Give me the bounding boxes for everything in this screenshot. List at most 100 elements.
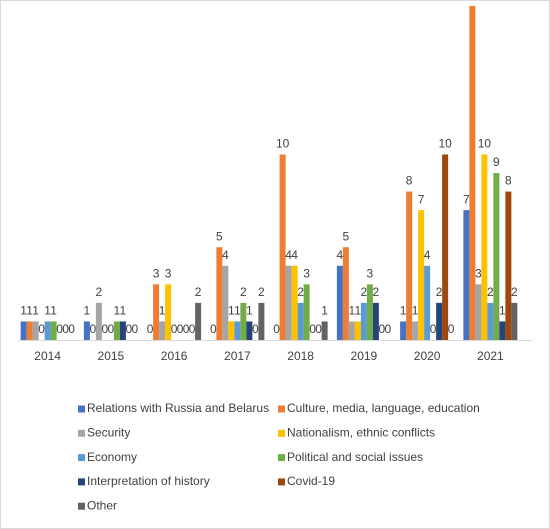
data-label: 0 bbox=[126, 322, 133, 336]
data-label: 0 bbox=[379, 322, 386, 336]
data-label: 2 bbox=[487, 285, 494, 299]
x-tick-label: 2015 bbox=[98, 349, 125, 363]
bar bbox=[119, 321, 126, 340]
data-label: 0 bbox=[385, 322, 392, 336]
legend-label: Security bbox=[87, 425, 130, 439]
bar bbox=[95, 302, 102, 340]
bar bbox=[372, 302, 379, 340]
data-label: 0 bbox=[273, 322, 280, 336]
x-tick-label: 2020 bbox=[414, 349, 441, 363]
data-label: 1 bbox=[355, 304, 362, 318]
legend-swatch bbox=[278, 454, 285, 462]
data-label: 2 bbox=[361, 285, 368, 299]
data-label: 0 bbox=[252, 322, 259, 336]
legend-label: Relations with Russia and Belarus bbox=[87, 401, 269, 415]
bar bbox=[303, 284, 310, 340]
data-label: 2 bbox=[96, 285, 103, 299]
data-label: 3 bbox=[475, 267, 482, 281]
data-label: 5 bbox=[216, 229, 223, 243]
data-label: 0 bbox=[68, 322, 75, 336]
bar bbox=[469, 6, 476, 340]
data-label: 1 bbox=[20, 304, 27, 318]
legend-swatch bbox=[78, 502, 85, 510]
bar bbox=[463, 210, 470, 340]
bar bbox=[493, 173, 500, 340]
data-label: 1 bbox=[321, 304, 328, 318]
data-label: 0 bbox=[210, 322, 217, 336]
data-label: 4 bbox=[337, 248, 344, 262]
legend-swatch bbox=[78, 454, 85, 462]
bar bbox=[481, 154, 488, 340]
data-label: 0 bbox=[189, 322, 196, 336]
data-label: 1 bbox=[120, 304, 127, 318]
data-label: 4 bbox=[424, 248, 431, 262]
bar bbox=[195, 302, 202, 340]
legend-swatch bbox=[278, 405, 285, 413]
legend-label: Economy bbox=[87, 450, 137, 464]
data-label: 0 bbox=[315, 322, 322, 336]
data-label: 0 bbox=[171, 322, 178, 336]
data-label: 1 bbox=[84, 304, 91, 318]
legend-label: Nationalism, ethnic conflicts bbox=[287, 425, 435, 439]
data-label: 4 bbox=[291, 248, 298, 262]
legend-label: Interpretation of history bbox=[87, 474, 210, 488]
bar bbox=[285, 265, 292, 340]
data-label: 1 bbox=[349, 304, 356, 318]
bar bbox=[348, 321, 355, 340]
data-label: 0 bbox=[62, 322, 69, 336]
data-label: 1 bbox=[412, 304, 419, 318]
data-label: 0 bbox=[56, 322, 63, 336]
data-label: 4 bbox=[285, 248, 292, 262]
bar bbox=[418, 210, 425, 340]
bar bbox=[505, 191, 512, 340]
data-label: 1 bbox=[400, 304, 407, 318]
legend-label: Culture, media, language, education bbox=[287, 401, 480, 415]
data-label: 8 bbox=[505, 174, 512, 188]
bar bbox=[436, 302, 443, 340]
legend-swatch bbox=[78, 478, 85, 486]
data-label: 1 bbox=[246, 304, 253, 318]
bar bbox=[83, 321, 90, 340]
data-label: 0 bbox=[183, 322, 190, 336]
bar bbox=[406, 191, 413, 340]
bar bbox=[32, 321, 39, 340]
data-label: 7 bbox=[418, 192, 425, 206]
data-label: 0 bbox=[38, 322, 45, 336]
data-label: 10 bbox=[276, 137, 290, 151]
bar bbox=[228, 321, 235, 340]
bar bbox=[216, 247, 223, 340]
bar bbox=[354, 321, 361, 340]
bar bbox=[20, 321, 27, 340]
bar bbox=[222, 265, 229, 340]
bar bbox=[279, 154, 286, 340]
x-tick-label: 2016 bbox=[161, 349, 188, 363]
bar bbox=[246, 321, 253, 340]
data-label: 1 bbox=[44, 304, 51, 318]
data-label: 2 bbox=[511, 285, 518, 299]
bar bbox=[44, 321, 51, 340]
bar bbox=[400, 321, 407, 340]
bar bbox=[26, 321, 33, 340]
data-label: 1 bbox=[159, 304, 166, 318]
x-tick-label: 2018 bbox=[287, 349, 314, 363]
data-label: 9 bbox=[493, 155, 500, 169]
legend-swatch bbox=[278, 478, 285, 486]
data-label: 0 bbox=[102, 322, 109, 336]
data-label: 0 bbox=[448, 322, 455, 336]
data-label: 0 bbox=[309, 322, 316, 336]
data-label: 1 bbox=[50, 304, 57, 318]
bar bbox=[336, 265, 343, 340]
data-label: 2 bbox=[297, 285, 304, 299]
bar bbox=[360, 302, 367, 340]
data-label: 10 bbox=[438, 137, 452, 151]
data-label: 1 bbox=[234, 304, 241, 318]
bar bbox=[475, 284, 482, 340]
x-tick-label: 2019 bbox=[351, 349, 378, 363]
data-label: 10 bbox=[478, 137, 492, 151]
bar bbox=[442, 154, 449, 340]
data-label: 3 bbox=[303, 267, 310, 281]
data-label: 2 bbox=[373, 285, 380, 299]
data-label: 0 bbox=[108, 322, 115, 336]
